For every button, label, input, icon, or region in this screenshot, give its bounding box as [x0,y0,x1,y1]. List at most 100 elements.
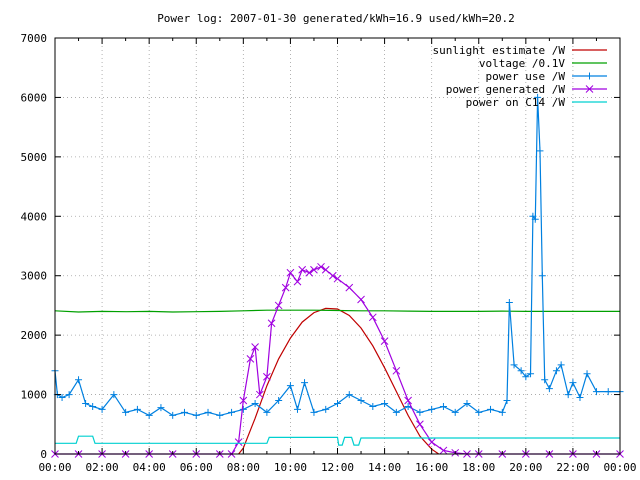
x-tick-label: 12:00 [321,461,354,474]
x-tick-label: 10:00 [274,461,307,474]
data-point [157,404,165,412]
data-point [569,379,577,387]
data-point [368,313,377,322]
x-tick-label: 00:00 [38,461,71,474]
data-point [439,446,448,455]
legend-entry: power use /W [486,70,607,83]
data-point [463,399,471,407]
data-point [392,408,400,416]
data-point [517,367,525,375]
data-point [122,408,130,416]
y-tick-label: 3000 [21,270,48,283]
x-tick-label: 18:00 [462,461,495,474]
data-point [527,370,535,378]
chart-title: Power log: 2007-01-30 generated/kWh=16.9… [157,12,515,25]
legend-label: power use /W [486,70,566,83]
data-point [301,379,309,387]
data-point [334,399,341,407]
data-point [263,372,271,381]
data-point [293,277,302,286]
data-point [234,438,243,446]
data-point [576,394,584,402]
data-point [345,391,353,399]
data-point [281,283,290,292]
data-point [357,295,365,304]
data-point [541,376,549,384]
data-point [263,408,271,416]
data-point [345,283,354,292]
legend-entry: power generated /W [446,83,607,96]
data-point [536,147,544,155]
legend-label: sunlight estimate /W [433,44,566,57]
legend-entry: sunlight estimate /W [433,44,607,57]
x-tick-label: 02:00 [86,461,119,474]
data-point [552,367,560,375]
data-point [475,408,483,416]
data-point [505,298,513,306]
data-point [328,271,337,280]
data-point [534,93,542,101]
data-point [82,399,90,407]
data-point [604,388,612,396]
data-point [267,319,276,328]
data-point [239,396,248,405]
data-point [503,397,511,405]
grid-lines [55,38,620,454]
y-tick-label: 1000 [21,389,48,402]
data-point [246,355,255,363]
series-4 [55,435,620,446]
data-point [416,420,424,429]
data-point [583,370,591,378]
data-point [380,337,389,345]
data-point [65,391,73,399]
data-point [333,274,342,283]
data-point [545,385,553,393]
axes: 00:00 02:00 04:00 06:00 08:00 10:00 12:00 14:00… [21,32,637,474]
data-point [564,391,572,399]
legend-label: voltage /0.1V [479,57,565,70]
data-point [239,405,247,413]
data-point [439,402,447,410]
data-point [381,399,389,407]
data-point [293,405,301,413]
data-point [98,405,106,413]
data-point [317,262,325,271]
data-point [58,394,66,402]
x-tick-label: 06:00 [180,461,213,474]
data-point [286,268,295,277]
data-point [89,402,97,410]
y-tick-label: 2000 [21,329,48,342]
data-point [416,408,424,416]
x-tick-label: 14:00 [368,461,401,474]
data-point [357,397,365,405]
data-point [228,408,236,416]
data-point [404,396,412,405]
data-point [487,405,495,413]
x-tick-label: 00:00 [603,461,636,474]
x-tick-label: 08:00 [227,461,260,474]
data-point [451,408,459,416]
data-point [427,438,436,446]
legend-marker [586,72,593,80]
data-point [592,388,600,396]
data-point [255,390,264,399]
data-point [305,268,314,277]
x-tick-label: 20:00 [509,461,542,474]
data-point [216,411,224,419]
data-point [75,376,83,384]
data-point [275,397,283,405]
data-point [180,408,188,416]
x-tick-label: 22:00 [556,461,589,474]
x-tick-label: 16:00 [415,461,448,474]
y-tick-label: 0 [40,448,47,461]
y-tick-label: 7000 [21,32,48,45]
data-point [145,411,153,419]
series-1 [54,309,620,313]
data-point [557,361,565,369]
legend-entry: voltage /0.1V [479,57,607,70]
legend-marker [585,85,594,93]
data-point [192,411,200,419]
data-point [274,301,283,310]
